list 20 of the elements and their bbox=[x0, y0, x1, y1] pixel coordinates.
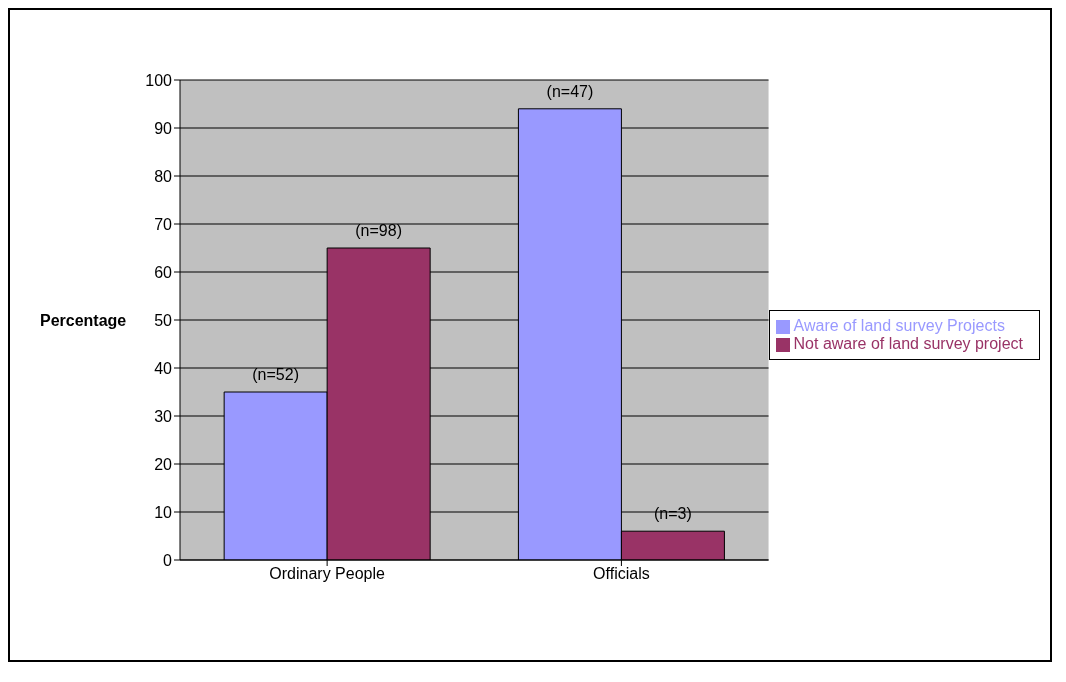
y-tick-label: 70 bbox=[154, 215, 173, 233]
legend-label: Not aware of land survey project bbox=[793, 335, 1023, 352]
y-tick-label: 90 bbox=[154, 119, 173, 137]
annotation: (n=52) bbox=[252, 366, 299, 383]
annotation: (n=3) bbox=[654, 505, 692, 523]
x-tick-label: Ordinary People bbox=[269, 565, 386, 583]
annotation: (n=47) bbox=[546, 82, 594, 100]
y-tick-label: 10 bbox=[154, 503, 173, 521]
y-tick-label: 30 bbox=[154, 407, 173, 425]
annotation: (n=98) bbox=[355, 222, 402, 239]
y-tick-label: 50 bbox=[154, 311, 173, 329]
y-axis-title: Percentage bbox=[40, 311, 127, 329]
y-tick-label: 100 bbox=[145, 71, 173, 89]
y-tick-label: 20 bbox=[154, 455, 173, 473]
y-tick-label: 40 bbox=[154, 359, 173, 377]
x-tick-label: Officials bbox=[593, 565, 650, 583]
legend-label: Aware of land survey Projects bbox=[793, 317, 1005, 334]
y-tick-label: 80 bbox=[154, 167, 173, 185]
y-tick-label: 60 bbox=[154, 263, 173, 281]
y-tick-label: 0 bbox=[163, 551, 173, 569]
